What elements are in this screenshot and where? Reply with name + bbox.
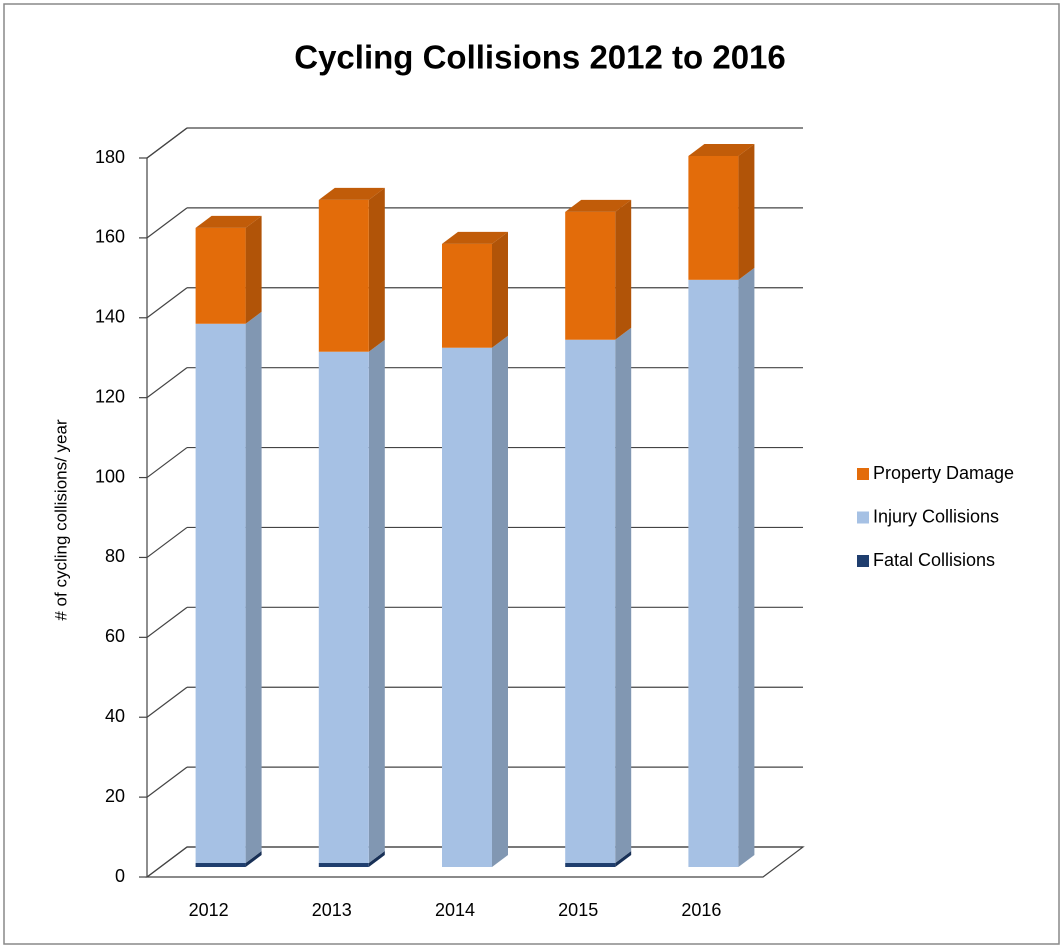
bar	[688, 279, 739, 868]
y-tick-label: 120	[95, 386, 125, 406]
bar-side	[738, 267, 755, 868]
y-tick-label: 20	[105, 786, 125, 806]
bar-side	[615, 199, 632, 340]
bar-side	[492, 335, 508, 867]
bar-side	[615, 327, 632, 864]
legend-swatch	[857, 511, 869, 524]
bar-top	[318, 187, 385, 200]
grid-line	[146, 766, 188, 798]
bar	[195, 863, 246, 867]
bar-top	[195, 215, 262, 228]
bar-side	[368, 187, 385, 352]
bar-side	[738, 143, 755, 280]
x-tick-label: 2012	[189, 900, 229, 920]
legend-label: Injury Collisions	[873, 506, 999, 526]
bar	[318, 199, 369, 352]
bar-side	[245, 851, 262, 867]
bar	[318, 863, 369, 867]
grid-line	[146, 287, 188, 319]
bar	[565, 863, 616, 867]
legend-swatch	[857, 468, 869, 480]
bar	[442, 243, 492, 348]
x-tick-label: 2016	[681, 900, 721, 920]
legend-label: Property Damage	[873, 463, 1014, 483]
bar	[565, 339, 616, 864]
bar	[195, 227, 246, 324]
grid-line	[146, 526, 188, 558]
grid-line	[146, 606, 188, 638]
bar-top	[565, 199, 632, 212]
y-tick-label: 140	[95, 307, 125, 327]
grid-line	[146, 686, 188, 718]
bar	[318, 351, 369, 864]
y-tick-label: 40	[105, 706, 125, 726]
bar-top	[442, 231, 508, 244]
grid-line	[146, 846, 188, 878]
bar-top	[688, 143, 755, 156]
bar	[688, 155, 739, 280]
y-axis-title: # of cycling collisions/ year	[51, 419, 70, 621]
chart-title: Cycling Collisions 2012 to 2016	[294, 39, 786, 76]
bar-side	[368, 851, 385, 867]
y-tick-label: 100	[95, 466, 125, 486]
x-tick-label: 2014	[435, 900, 475, 920]
bar-side	[245, 311, 262, 864]
y-tick-label: 0	[115, 866, 125, 886]
grid-line	[146, 367, 188, 399]
grid-line	[146, 207, 188, 239]
bar-side	[245, 215, 262, 324]
legend-swatch	[857, 555, 869, 567]
grid-line	[146, 447, 188, 479]
chart-border	[3, 3, 1060, 945]
bar	[442, 347, 492, 867]
x-tick-label: 2015	[558, 900, 598, 920]
bar-side	[615, 851, 632, 867]
y-tick-label: 180	[95, 147, 125, 167]
y-tick-label: 160	[95, 227, 125, 247]
legend-label: Fatal Collisions	[873, 550, 995, 570]
bar-side	[368, 339, 385, 864]
y-tick-label: 60	[105, 626, 125, 646]
y-axis	[146, 127, 188, 159]
bar-side	[492, 231, 508, 348]
bar	[565, 211, 616, 340]
y-tick-label: 80	[105, 546, 125, 566]
x-tick-label: 2013	[312, 900, 352, 920]
bar	[195, 323, 246, 864]
